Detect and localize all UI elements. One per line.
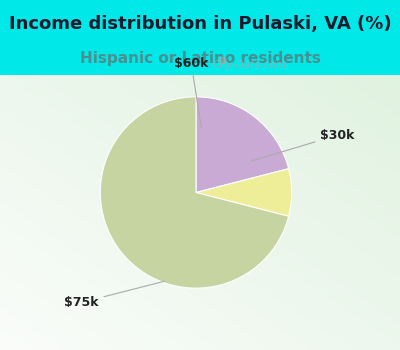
Text: $60k: $60k — [174, 57, 208, 127]
Wedge shape — [100, 97, 289, 288]
Text: Hispanic or Latino residents: Hispanic or Latino residents — [80, 51, 320, 66]
Text: $30k: $30k — [251, 128, 355, 161]
Text: Income distribution in Pulaski, VA (%): Income distribution in Pulaski, VA (%) — [9, 15, 391, 33]
Text: City-Data.com: City-Data.com — [213, 61, 287, 70]
Text: $75k: $75k — [64, 281, 165, 309]
Wedge shape — [196, 97, 289, 192]
Wedge shape — [196, 169, 292, 216]
